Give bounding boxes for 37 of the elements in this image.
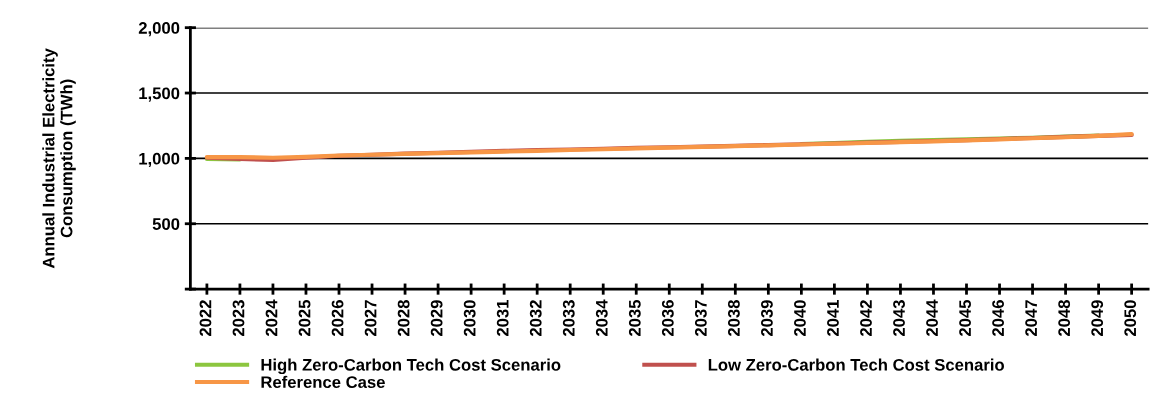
x-tick-label: 2028	[397, 300, 410, 337]
x-tick-label: 2046	[992, 300, 1004, 337]
x-tick-label: 2023	[232, 300, 245, 337]
x-tick-label: 2049	[1091, 300, 1104, 337]
x-tick-label: 2037	[694, 300, 707, 337]
x-tick-label: 2038	[727, 300, 740, 337]
x-tick-label: 2030	[463, 300, 476, 337]
x-tick-label: 2024	[265, 299, 278, 337]
x-tick-label: 2040	[794, 300, 806, 337]
x-tick-label: 2027	[364, 300, 377, 337]
x-tick-label: 2042	[860, 300, 872, 337]
x-tick-label: 2031	[496, 299, 509, 337]
x-tick-label: 2025	[298, 299, 311, 337]
x-tick-label: 2039	[761, 300, 773, 337]
x-tick-label: 2033	[562, 300, 575, 337]
x-tick-label: 2050	[1124, 300, 1137, 337]
y-tick-label: 500	[152, 218, 180, 230]
x-tick-label: 2022	[199, 300, 212, 337]
x-tick-label: 2043	[893, 300, 905, 337]
x-tick-label: 2045	[959, 299, 971, 337]
legend-label: Reference Case	[261, 375, 385, 389]
legend-label: High Zero-Carbon Tech Cost Scenario	[261, 358, 561, 375]
x-tick-label: 2041	[827, 299, 839, 337]
x-tick-label: 2047	[1025, 300, 1038, 337]
y-tick-label: 2,000	[138, 22, 180, 37]
x-tick-label: 2032	[529, 300, 542, 337]
x-tick-label: 2034	[595, 299, 608, 337]
y-tick-label: 1,000	[139, 152, 180, 168]
x-tick-label: 2048	[1058, 300, 1071, 337]
x-tick-label: 2044	[926, 299, 938, 337]
y-tick-label: 1,500	[139, 87, 180, 102]
legend-label: Low Zero-Carbon Tech Cost Scenario	[708, 358, 1004, 371]
x-tick-label: 2029	[430, 300, 443, 337]
y-axis-title: Annual Industrial Electricity Consumption (TWh)	[42, 48, 76, 269]
x-tick-label: 2036	[661, 300, 674, 337]
x-tick-label: 2035	[628, 299, 641, 337]
x-tick-label: 2026	[331, 300, 344, 337]
